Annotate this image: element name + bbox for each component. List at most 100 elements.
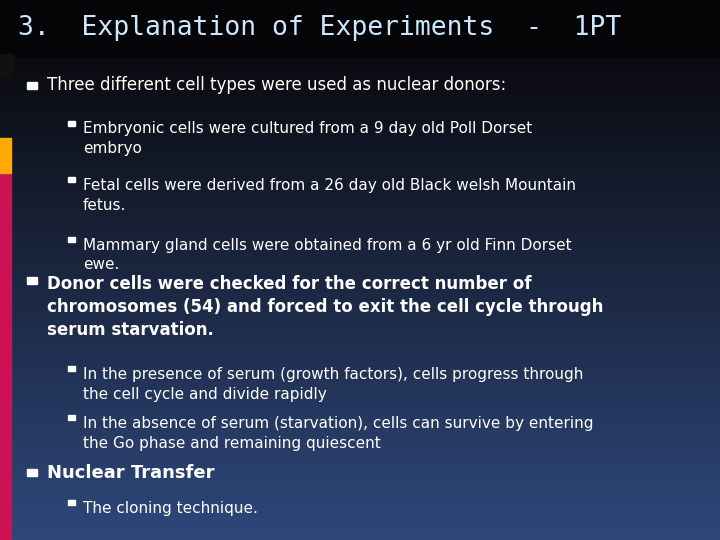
Bar: [0, 516, 720, 518]
Bar: [68, 366, 75, 372]
Bar: [0, 248, 720, 251]
Bar: [0, 141, 720, 144]
Bar: [68, 500, 75, 504]
Bar: [0, 457, 720, 460]
Bar: [0, 401, 720, 404]
Text: Fetal cells were derived from a 26 day old Black welsh Mountain
fetus.: Fetal cells were derived from a 26 day o…: [83, 178, 576, 213]
Bar: [0, 138, 11, 173]
Bar: [0, 88, 720, 90]
Bar: [0, 372, 720, 375]
Bar: [0, 302, 720, 304]
Bar: [0, 54, 13, 76]
Bar: [0, 161, 720, 163]
Bar: [0, 146, 720, 148]
Bar: [0, 299, 720, 302]
Bar: [0, 173, 11, 540]
Bar: [0, 341, 720, 343]
Bar: [0, 263, 720, 266]
Bar: [0, 518, 720, 521]
Bar: [0, 54, 720, 56]
Bar: [0, 450, 720, 453]
Bar: [0, 210, 720, 212]
Bar: [0, 214, 720, 217]
Bar: [68, 237, 75, 241]
Bar: [0, 423, 720, 426]
Bar: [0, 494, 720, 496]
Bar: [0, 365, 720, 367]
Text: Embryonic cells were cultured from a 9 day old Poll Dorset
embryо: Embryonic cells were cultured from a 9 d…: [83, 122, 532, 156]
Bar: [0, 153, 720, 156]
Bar: [0, 280, 720, 282]
Bar: [0, 268, 720, 270]
Bar: [0, 304, 720, 307]
Bar: [0, 333, 720, 336]
Bar: [0, 289, 720, 292]
Bar: [0, 321, 720, 323]
Bar: [0, 377, 720, 380]
Bar: [0, 270, 720, 273]
Bar: [0, 57, 720, 59]
Bar: [0, 59, 720, 62]
Bar: [0, 110, 720, 112]
Bar: [0, 0, 720, 57]
Bar: [68, 415, 75, 420]
Bar: [0, 448, 720, 450]
Bar: [0, 489, 720, 491]
Bar: [68, 120, 75, 125]
Bar: [0, 384, 720, 387]
Bar: [0, 275, 720, 278]
Bar: [0, 151, 720, 153]
Bar: [0, 71, 720, 73]
Text: In the presence of serum (growth factors), cells progress through
the cell cycle: In the presence of serum (growth factors…: [83, 367, 583, 402]
Bar: [0, 202, 720, 205]
Bar: [0, 130, 720, 132]
Bar: [0, 278, 720, 280]
Bar: [0, 521, 720, 523]
Bar: [0, 426, 720, 428]
Bar: [0, 346, 720, 348]
Bar: [0, 227, 720, 229]
Bar: [0, 328, 720, 331]
Bar: [0, 528, 720, 530]
Bar: [0, 482, 720, 484]
Bar: [0, 188, 720, 190]
Bar: [0, 120, 720, 122]
Bar: [0, 336, 720, 338]
Bar: [0, 122, 720, 125]
Bar: [0, 217, 720, 219]
Bar: [0, 193, 720, 195]
Text: Three different cell types were used as nuclear donors:: Three different cell types were used as …: [47, 76, 506, 94]
Bar: [0, 511, 720, 513]
Bar: [0, 404, 720, 406]
Bar: [0, 491, 720, 494]
Bar: [0, 234, 720, 237]
Bar: [0, 375, 720, 377]
Bar: [0, 472, 720, 475]
Bar: [0, 314, 720, 316]
Bar: [0, 93, 720, 95]
Bar: [0, 166, 720, 168]
Bar: [0, 62, 720, 64]
Bar: [0, 480, 720, 482]
Bar: [0, 132, 720, 134]
Bar: [0, 499, 720, 501]
Bar: [0, 163, 720, 166]
Bar: [0, 219, 720, 221]
Bar: [0, 232, 720, 234]
Bar: [0, 460, 720, 462]
Bar: [0, 435, 720, 438]
Text: In the absence of serum (starvation), cells can survive by entering
the Go phase: In the absence of serum (starvation), ce…: [83, 416, 593, 450]
Bar: [0, 183, 720, 185]
Bar: [0, 295, 720, 297]
Bar: [0, 525, 720, 528]
Bar: [0, 316, 720, 319]
Bar: [0, 144, 720, 146]
Bar: [0, 389, 720, 392]
Bar: [0, 256, 720, 258]
Bar: [0, 237, 720, 239]
Bar: [0, 224, 720, 226]
Bar: [0, 282, 720, 285]
Bar: [0, 90, 720, 93]
Bar: [0, 443, 720, 445]
Bar: [0, 387, 720, 389]
